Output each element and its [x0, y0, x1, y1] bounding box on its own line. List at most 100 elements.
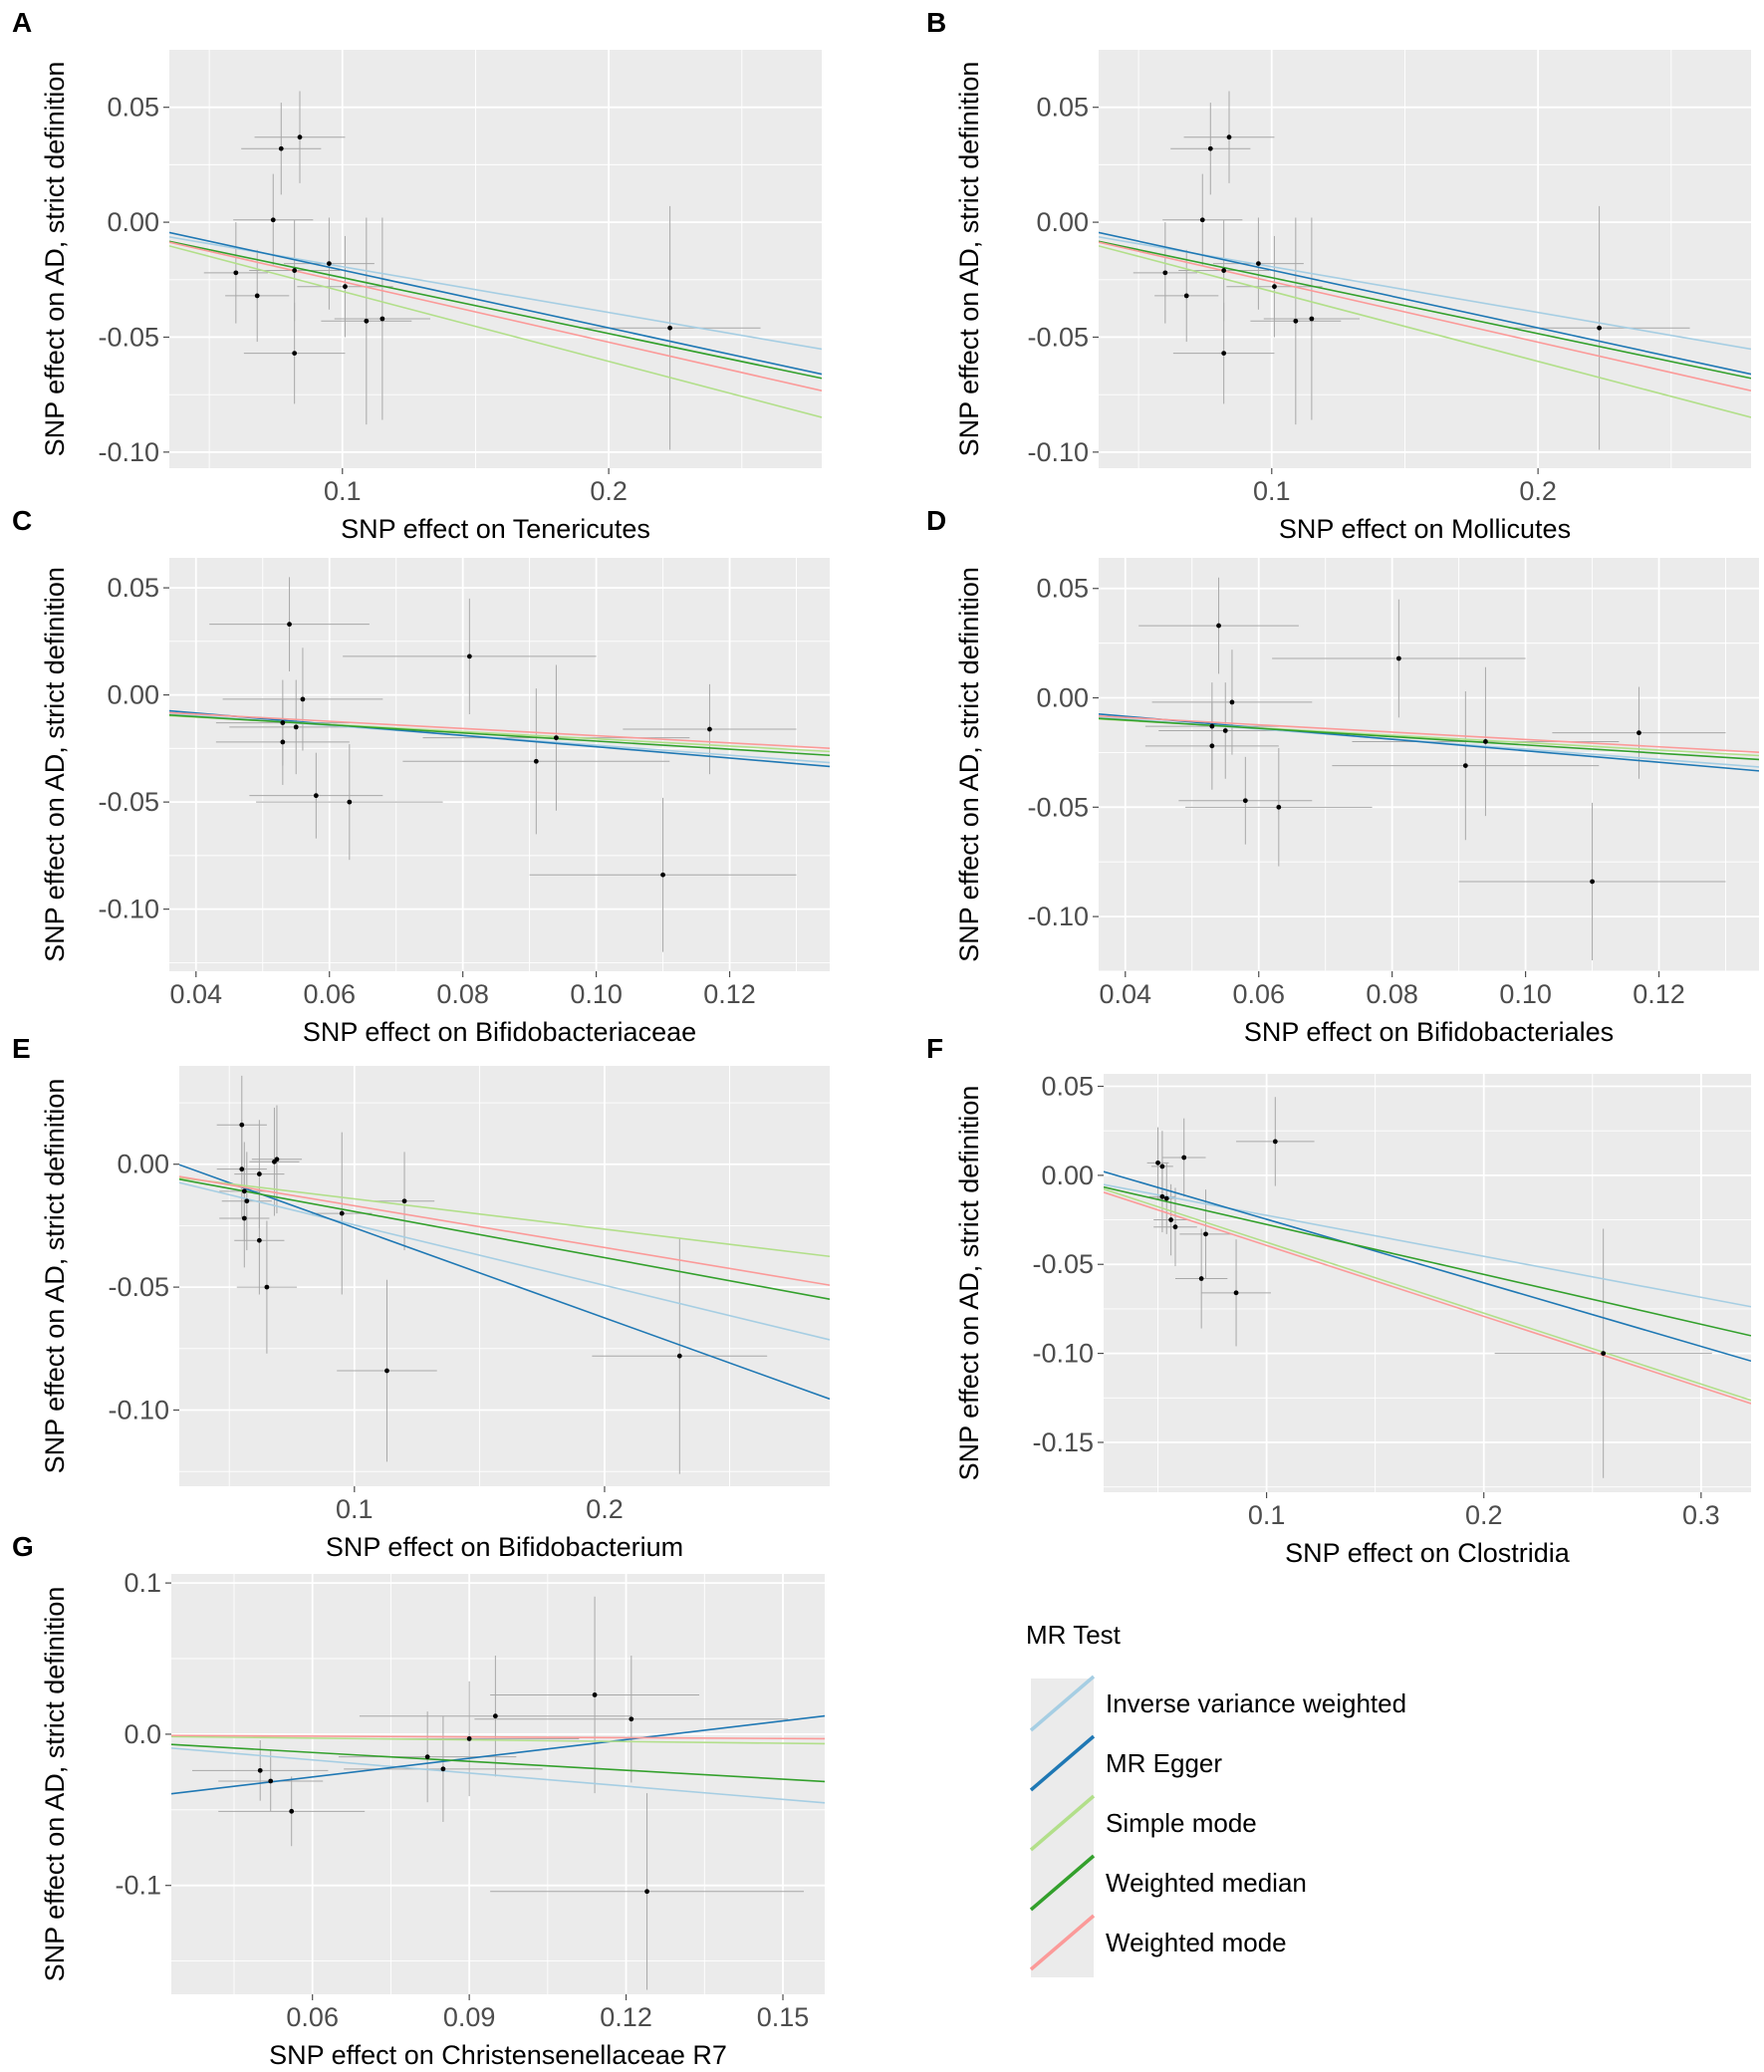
data-point [257, 1767, 263, 1773]
y-axis-title: SNP effect on AD, strict definition [954, 1086, 984, 1481]
legend-label: Weighted mode [1106, 1928, 1287, 1957]
panel-b: 0.1 0.2 0.05 0.00 -0.05 -0.10 SNP effect on Mo… [926, 7, 1751, 544]
data-point [292, 268, 298, 273]
data-point [1221, 268, 1227, 273]
x-tick-label: 0.2 [1519, 476, 1557, 506]
regression-line-egger [1099, 231, 1751, 376]
data-point [1226, 134, 1232, 140]
data-point [1155, 1160, 1160, 1166]
data-point [1597, 325, 1603, 331]
data-point [297, 134, 303, 140]
data-point [466, 653, 472, 659]
data-point [644, 1889, 649, 1895]
regression-line-simple [1104, 1187, 1751, 1402]
y-tick-label: 0.05 [1041, 1072, 1094, 1102]
regression-line-ivw [1104, 1183, 1751, 1308]
legend-label: Simple mode [1106, 1808, 1257, 1838]
panel-letter: A [12, 7, 32, 38]
x-axis-title: SNP effect on Bifidobacteriaceae [303, 1017, 696, 1047]
regression-line-simple [171, 1735, 825, 1745]
x-tick-label: 0.12 [600, 2002, 652, 2032]
legend-key-background [1031, 1679, 1094, 1977]
x-tick-label: 0.1 [324, 476, 362, 506]
legend-entry-wmedian: Weighted median [1029, 1854, 1307, 1912]
x-tick-label: 0.08 [1366, 979, 1418, 1009]
legend-swatch-simple [1029, 1794, 1096, 1852]
data-point [1209, 743, 1215, 749]
plot-background [1099, 558, 1759, 971]
data-point [1293, 318, 1299, 324]
x-tick-label: 0.1 [336, 1494, 374, 1524]
regression-line-egger [1104, 1170, 1751, 1363]
panels: 0.1 0.2 0.05 0.00 -0.05 -0.10 SNP effect on Te… [12, 7, 1759, 2070]
panel-letter: C [12, 505, 32, 536]
data-point [440, 1766, 446, 1772]
data-point [280, 720, 286, 725]
legend-label: Inverse variance weighted [1106, 1688, 1406, 1718]
y-tick-label: -0.10 [1027, 437, 1089, 467]
data-point [1181, 1155, 1187, 1161]
x-tick-label: 0.2 [586, 1494, 624, 1524]
x-axis-title: SNP effect on Bifidobacteriales [1244, 1017, 1614, 1047]
x-tick-label: 0.10 [570, 979, 623, 1009]
y-tick-label: -0.05 [1027, 322, 1089, 352]
regression-line-wmode [1104, 1191, 1751, 1405]
legend-swatch-egger [1029, 1734, 1096, 1792]
x-tick-label: 0.08 [436, 979, 489, 1009]
y-tick-label: -0.05 [98, 787, 159, 817]
regression-line-simple [1099, 245, 1751, 418]
legend-swatch-wmode [1029, 1914, 1096, 1971]
data-point [1229, 699, 1235, 705]
data-point [492, 1713, 498, 1719]
data-point [1199, 217, 1205, 223]
regression-line-wmedian [169, 240, 822, 380]
data-point [1242, 798, 1248, 804]
regression-line-egger [169, 231, 822, 376]
y-tick-label: 0.05 [1036, 93, 1089, 123]
x-tick-label: 0.12 [1633, 979, 1685, 1009]
y-tick-label: 0.00 [1036, 207, 1089, 237]
data-point [287, 622, 292, 628]
regression-line-wmode [1099, 241, 1751, 392]
data-point [327, 261, 332, 267]
y-tick-label: -0.15 [1032, 1427, 1094, 1457]
regression-line-wmedian [179, 1177, 830, 1300]
regression-line-wmedian [1099, 717, 1759, 761]
legend: MR Test Inverse variance weighted MR Egge… [1026, 1620, 1406, 1977]
data-point [1256, 261, 1261, 267]
data-point [343, 284, 348, 290]
data-point [264, 1284, 270, 1290]
data-point [347, 799, 353, 805]
y-tick-label: 0.00 [117, 1150, 169, 1179]
data-point [424, 1754, 430, 1760]
data-point [289, 1808, 295, 1814]
data-point [401, 1198, 407, 1204]
regression-line-wmedian [171, 1743, 825, 1783]
y-tick-label: -0.10 [1032, 1339, 1094, 1369]
panel-d: 0.04 0.06 0.08 0.10 0.12 0.05 0.00 -0.05 -0.10 SN… [926, 505, 1759, 1047]
data-point [592, 1692, 598, 1697]
plot-background [1104, 1074, 1751, 1492]
regression-line-ivw [179, 1181, 830, 1341]
data-point [244, 1198, 250, 1204]
panel-letter: D [926, 505, 946, 536]
legend-label: MR Egger [1106, 1748, 1222, 1778]
x-tick-label: 0.04 [170, 979, 223, 1009]
x-tick-label: 0.06 [303, 979, 356, 1009]
data-point [364, 318, 370, 324]
plot-area [169, 577, 830, 952]
x-axis-title: SNP effect on Mollicutes [1279, 514, 1571, 544]
data-point [268, 1778, 274, 1784]
plot-area [169, 91, 822, 450]
regression-line-wmode [179, 1175, 830, 1286]
y-tick-label: 0.0 [124, 1719, 161, 1749]
plot-area [171, 1596, 825, 1990]
y-axis-title: SNP effect on AD, strict definition [40, 567, 70, 962]
regression-line-wmode [1099, 714, 1759, 754]
regression-line-egger [1099, 712, 1759, 772]
data-point [1168, 1217, 1174, 1222]
legend-title: MR Test [1026, 1620, 1122, 1650]
panel-a: 0.1 0.2 0.05 0.00 -0.05 -0.10 SNP effect on Te… [12, 7, 822, 544]
data-point [707, 726, 712, 732]
data-point [1162, 270, 1168, 276]
